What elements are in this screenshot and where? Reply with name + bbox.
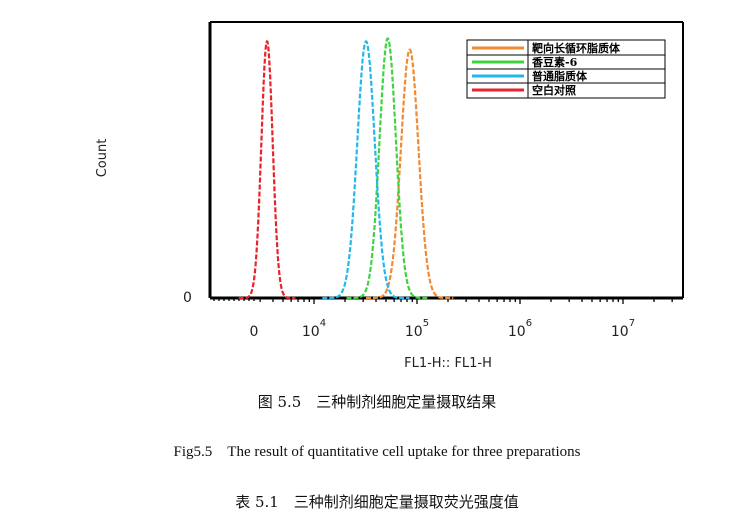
x-tick-label: 0 — [250, 324, 259, 340]
x-tick-label: 106 — [508, 318, 532, 340]
legend-label-targeted-liposome: 靶向长循环脂质体 — [532, 41, 621, 55]
x-tick-label: 107 — [611, 318, 635, 340]
x-tick-label: 104 — [302, 318, 326, 340]
x-axis-label: FL1-H:: FL1-H — [404, 356, 492, 371]
legend-label-coumarin-6: 香豆素-6 — [531, 55, 578, 69]
series-line-1 — [346, 37, 429, 300]
series-layer — [238, 37, 454, 300]
legend: 靶向长循环脂质体 香豆素-6 普通脂质体 空白对照 — [466, 39, 666, 99]
table-caption-chinese: 表 5.1 三种制剂细胞定量摄取荧光强度值 — [235, 493, 519, 511]
y-axis-label: Count — [95, 139, 110, 178]
series-line-0 — [366, 48, 454, 300]
series-line-2 — [322, 40, 410, 300]
legend-label-blank-control: 空白对照 — [532, 83, 576, 97]
x-axis-minor-ticks — [213, 298, 673, 304]
y-tick-label-0: 0 — [183, 290, 192, 306]
x-tick-label: 105 — [405, 318, 429, 340]
figure-caption-chinese: 图 5.5 三种制剂细胞定量摄取结果 — [257, 393, 497, 411]
legend-label-ordinary-liposome: 普通脂质体 — [532, 69, 588, 83]
figure-caption-english: Fig5.5 The result of quantitative cell u… — [173, 444, 581, 460]
x-axis-tick-labels: 0 104 105 106 107 — [250, 318, 636, 340]
series-line-3 — [238, 39, 296, 300]
